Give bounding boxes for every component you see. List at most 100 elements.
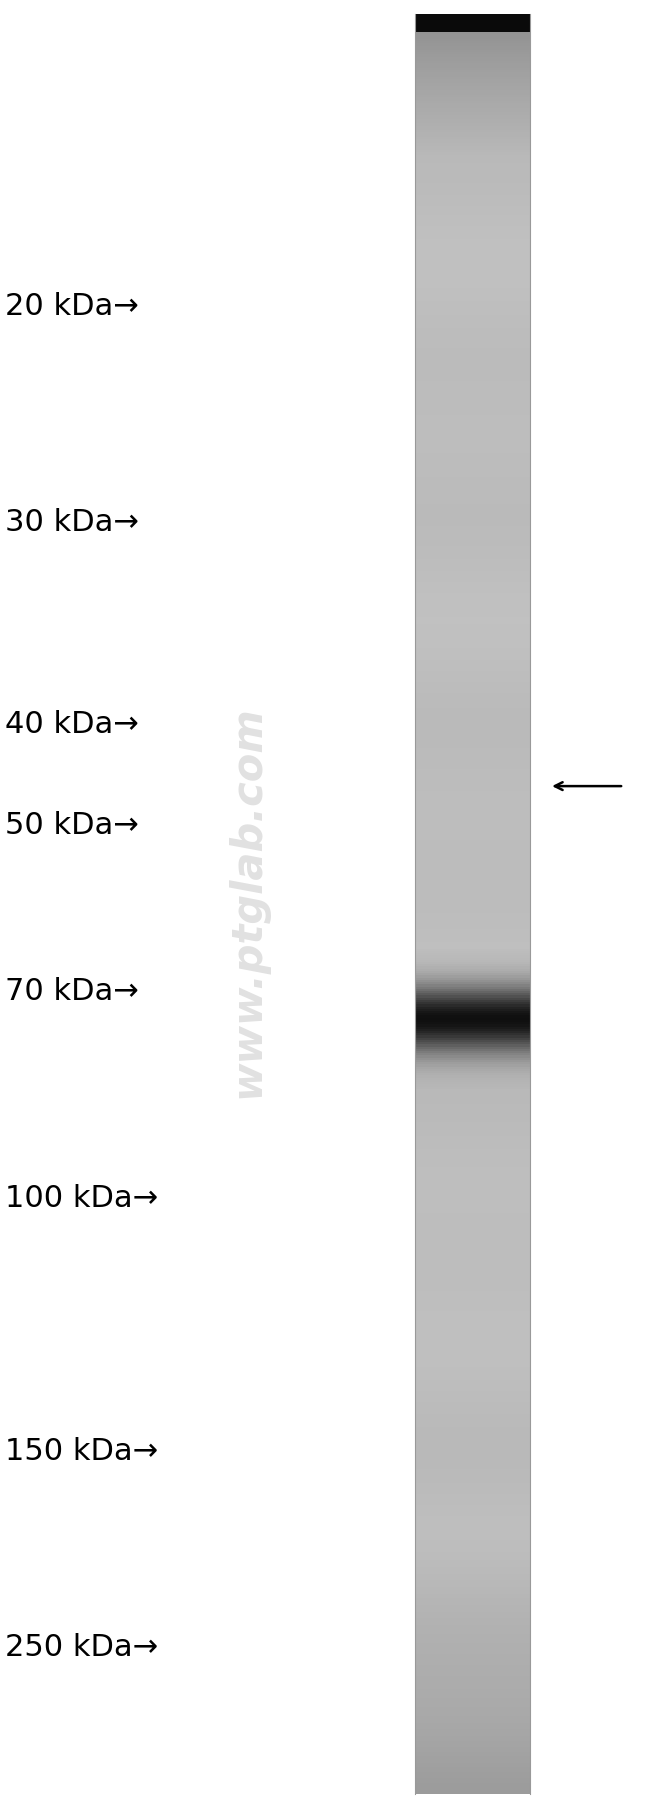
Bar	[415, 936, 530, 938]
Bar	[415, 1116, 530, 1118]
Bar	[415, 1049, 530, 1051]
Bar	[415, 287, 530, 288]
Bar	[415, 824, 530, 826]
Bar	[415, 1706, 530, 1707]
Bar	[415, 139, 530, 141]
Bar	[415, 1432, 530, 1433]
Bar	[415, 1626, 530, 1630]
Bar	[415, 395, 530, 397]
Bar	[415, 1136, 530, 1138]
Bar	[415, 1423, 530, 1424]
Bar	[415, 1468, 530, 1469]
Bar	[415, 535, 530, 537]
Bar	[415, 1242, 530, 1244]
Bar	[415, 1693, 530, 1697]
Bar	[415, 541, 530, 545]
Bar	[415, 1415, 530, 1417]
Bar	[415, 1368, 530, 1372]
Bar	[415, 530, 530, 532]
Bar	[415, 1745, 530, 1747]
Bar	[415, 335, 530, 337]
Bar	[415, 741, 530, 745]
Bar	[415, 974, 530, 975]
Bar	[415, 1203, 530, 1204]
Bar	[415, 1720, 530, 1724]
Bar	[415, 1612, 530, 1614]
Bar	[415, 1489, 530, 1491]
Bar	[415, 1442, 530, 1444]
Bar	[415, 1552, 530, 1554]
Bar	[415, 573, 530, 575]
Bar	[415, 1098, 530, 1100]
Bar	[415, 1702, 530, 1706]
Bar	[415, 1053, 530, 1055]
Bar	[415, 995, 530, 997]
Bar	[415, 440, 530, 442]
Bar	[415, 1278, 530, 1280]
Bar	[415, 757, 530, 759]
Bar	[415, 692, 530, 696]
Bar	[415, 1258, 530, 1260]
Bar	[415, 1035, 530, 1039]
Bar	[415, 557, 530, 559]
Bar	[415, 36, 530, 40]
Bar	[415, 1269, 530, 1271]
Bar	[415, 1749, 530, 1753]
Bar	[415, 198, 530, 202]
Bar	[415, 1567, 530, 1569]
Bar	[415, 1221, 530, 1222]
Bar	[415, 1648, 530, 1650]
Bar	[415, 903, 530, 907]
Bar	[415, 1718, 530, 1720]
Bar	[415, 755, 530, 757]
Bar	[415, 689, 530, 691]
Bar	[415, 577, 530, 579]
Bar	[415, 1015, 530, 1017]
Bar	[415, 792, 530, 793]
Bar	[415, 364, 530, 366]
Bar	[415, 606, 530, 608]
Bar	[415, 1177, 530, 1179]
Bar	[415, 483, 530, 487]
Bar	[415, 1226, 530, 1230]
Bar	[415, 701, 530, 703]
Bar	[415, 966, 530, 968]
Bar	[415, 144, 530, 146]
Bar	[415, 1711, 530, 1715]
Bar	[415, 151, 530, 155]
Bar	[415, 1287, 530, 1289]
Bar	[415, 225, 530, 227]
Bar	[415, 83, 530, 85]
Bar	[415, 1597, 530, 1601]
Bar	[415, 130, 530, 132]
Bar	[415, 119, 530, 121]
Bar	[415, 357, 530, 359]
Bar	[415, 1201, 530, 1203]
Bar	[415, 1707, 530, 1709]
Bar	[415, 52, 530, 54]
Bar	[415, 806, 530, 808]
Bar	[415, 1506, 530, 1507]
Bar	[415, 925, 530, 927]
Bar	[415, 1183, 530, 1185]
Bar	[415, 930, 530, 934]
Bar	[415, 678, 530, 680]
Bar	[415, 1451, 530, 1453]
Text: 150 kDa→: 150 kDa→	[5, 1437, 159, 1466]
Bar	[415, 593, 530, 595]
Bar	[415, 1606, 530, 1610]
Bar	[415, 1680, 530, 1682]
Bar	[415, 1511, 530, 1515]
Bar	[415, 254, 530, 256]
Bar	[415, 570, 530, 573]
Bar	[415, 121, 530, 123]
Bar	[415, 739, 530, 741]
Bar	[415, 1383, 530, 1385]
Bar	[415, 1055, 530, 1058]
Bar	[415, 50, 530, 52]
Bar	[415, 436, 530, 440]
Bar	[415, 1004, 530, 1006]
Bar	[415, 422, 530, 424]
Text: 100 kDa→: 100 kDa→	[5, 1185, 159, 1213]
Bar	[415, 582, 530, 584]
